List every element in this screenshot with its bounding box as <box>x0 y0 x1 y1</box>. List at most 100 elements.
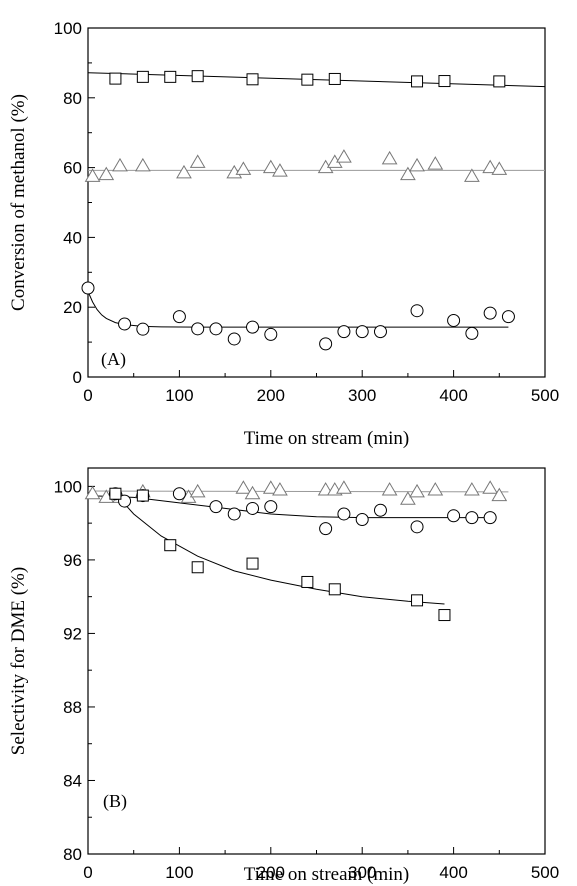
data-point-circle <box>172 487 186 501</box>
data-point-circle <box>136 322 150 336</box>
data-point-triangle <box>491 487 508 502</box>
data-point-circle <box>209 322 223 336</box>
data-point-circle <box>355 325 369 339</box>
data-point-triangle <box>336 149 352 163</box>
data-point-triangle <box>464 168 480 182</box>
data-point-triangle <box>381 482 398 496</box>
data-point-circle <box>246 320 260 334</box>
data-point-circle <box>191 322 205 336</box>
fit-line-square <box>87 72 546 88</box>
y-tick-label: 92 <box>63 624 82 643</box>
data-point-circle <box>465 511 479 525</box>
data-point-triangle <box>272 163 288 177</box>
y-tick-label: 88 <box>63 698 82 717</box>
x-tick-label: 500 <box>531 863 559 882</box>
y-tick-label: 84 <box>63 771 82 790</box>
panel-label: (A) <box>101 349 126 370</box>
data-point-square <box>411 75 424 88</box>
x-tick-label: 0 <box>83 863 92 882</box>
x-tick-label: 400 <box>439 863 467 882</box>
y-tick-label: 0 <box>73 368 82 387</box>
x-tick-label: 100 <box>165 863 193 882</box>
data-point-triangle <box>409 483 425 498</box>
fit-line-circle <box>87 495 491 519</box>
data-point-circle <box>373 503 387 517</box>
y-tick-label: 100 <box>54 477 82 496</box>
x-tick-label: 300 <box>348 386 376 405</box>
data-point-square <box>493 75 506 88</box>
data-point-triangle <box>262 480 279 494</box>
data-point-circle <box>118 494 132 508</box>
panel-label: (B) <box>103 791 127 812</box>
panel-a: 0 100 200 300 400 500 0 20 40 60 80 100 (A) Time on s… <box>8 19 559 449</box>
panel-b: 0 100 200 300 400 500 80 84 88 92 96 100 (B) Time on … <box>8 467 559 885</box>
data-point-circle <box>209 500 223 514</box>
x-tick-label: 100 <box>165 386 193 405</box>
data-point-triangle <box>176 164 192 179</box>
data-point-square <box>301 73 314 86</box>
data-point-triangle <box>427 156 444 170</box>
data-point-circle <box>172 310 186 324</box>
data-point-circle <box>447 509 461 523</box>
data-point-triangle <box>84 485 101 500</box>
data-point-triangle <box>400 491 416 505</box>
data-point-triangle <box>262 159 279 174</box>
data-point-triangle <box>491 161 508 175</box>
data-point-circle <box>337 325 351 339</box>
data-point-triangle <box>134 157 151 172</box>
x-axis-title: Time on stream (min) <box>244 428 410 449</box>
x-tick-label: 0 <box>83 386 92 405</box>
y-axis-title: Selectivity for DME (%) <box>8 567 29 755</box>
data-point-circle <box>227 332 241 346</box>
data-point-triangle <box>400 166 416 181</box>
data-point-circle <box>319 522 333 536</box>
data-point-circle <box>81 281 95 295</box>
data-point-triangle <box>427 482 444 496</box>
data-point-circle <box>355 512 369 526</box>
x-axis-title: Time on stream (min) <box>244 864 410 885</box>
x-tick-label: 500 <box>531 386 559 405</box>
data-point-triangle <box>272 482 288 496</box>
data-point-square <box>164 70 177 83</box>
data-point-square <box>328 72 341 85</box>
plot-frame <box>87 467 546 855</box>
x-tick-label: 300 <box>348 863 376 882</box>
data-point-circle <box>447 313 461 327</box>
data-point-square <box>411 594 424 607</box>
data-point-triangle <box>464 482 480 496</box>
x-tick-label: 200 <box>257 386 285 405</box>
data-point-circle <box>264 500 278 514</box>
data-point-square <box>328 583 341 596</box>
y-tick-label: 20 <box>63 298 82 317</box>
data-point-circle <box>337 507 351 521</box>
data-point-circle <box>264 327 278 341</box>
y-tick-label: 100 <box>54 19 82 38</box>
y-axis-title: Conversion of methanol (%) <box>8 94 29 311</box>
data-point-circle <box>246 501 260 515</box>
data-point-triangle <box>235 480 252 494</box>
data-point-circle <box>483 511 497 525</box>
data-point-triangle <box>112 157 128 172</box>
y-tick-label: 80 <box>63 89 82 108</box>
fit-line-square <box>115 493 445 605</box>
data-point-square <box>109 487 122 500</box>
y-tick-label: 60 <box>63 159 82 178</box>
data-point-triangle <box>336 480 352 494</box>
data-point-square <box>136 489 149 502</box>
data-point-triangle <box>98 166 115 181</box>
data-point-triangle <box>244 485 261 500</box>
data-point-triangle <box>235 161 252 175</box>
x-tick-label: 200 <box>257 863 285 882</box>
data-point-square <box>301 575 314 588</box>
data-point-triangle <box>482 159 499 174</box>
data-point-triangle <box>84 168 101 182</box>
data-point-square <box>109 72 122 85</box>
data-point-square <box>246 73 259 86</box>
data-point-triangle <box>381 150 398 165</box>
fit-line-circle <box>87 291 509 328</box>
data-point-square <box>438 75 451 88</box>
data-point-circle <box>483 306 497 320</box>
data-point-circle <box>118 317 132 331</box>
data-point-square <box>246 557 259 570</box>
